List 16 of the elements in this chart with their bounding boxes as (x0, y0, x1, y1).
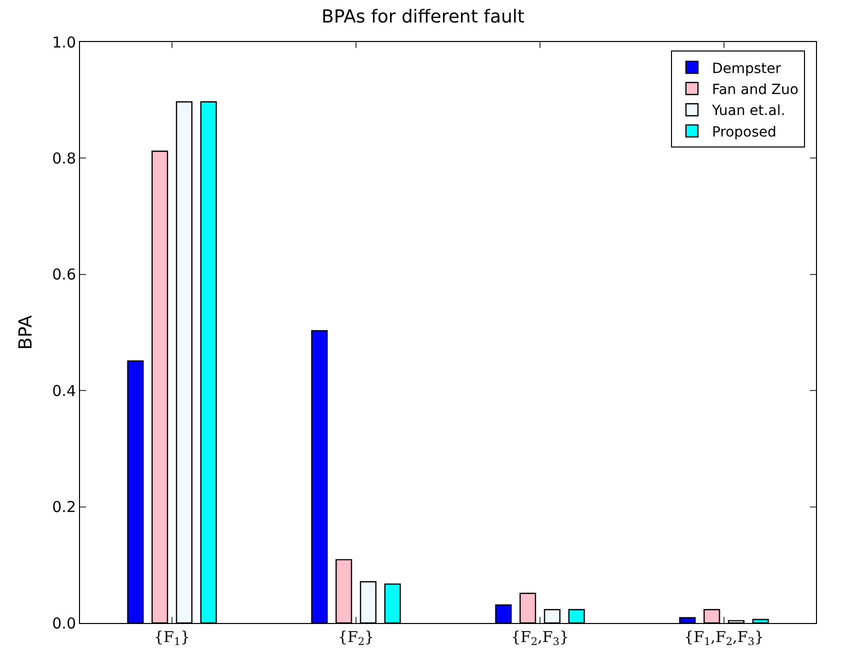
y-tick-label: 0.2 (52, 498, 76, 516)
y-tick-label: 0.4 (52, 382, 76, 400)
y-tick-label: 0.0 (52, 614, 76, 632)
x-tick-label: {F$_{2}$,F$_{3}$} (510, 628, 570, 648)
y-tick-label: 1.0 (52, 33, 76, 52)
x-tick-label: {F$_{1}$} (154, 628, 190, 648)
y-tick-label: 0.8 (52, 149, 76, 168)
legend-label: Yuan et.al. (710, 103, 786, 120)
x-tick-label: {F$_{1}$,F$_{2}$,F$_{3}$} (684, 628, 764, 648)
legend-label: Dempster (712, 60, 782, 77)
y-axis-title: BPA (15, 314, 36, 350)
x-tick-label: {F$_{2}$} (338, 628, 374, 648)
chart-title: BPAs for different fault (322, 6, 524, 28)
legend-label: Proposed (712, 124, 776, 140)
y-tick-label: 0.6 (52, 266, 76, 284)
legend-label: Fan and Zuo (712, 82, 798, 98)
